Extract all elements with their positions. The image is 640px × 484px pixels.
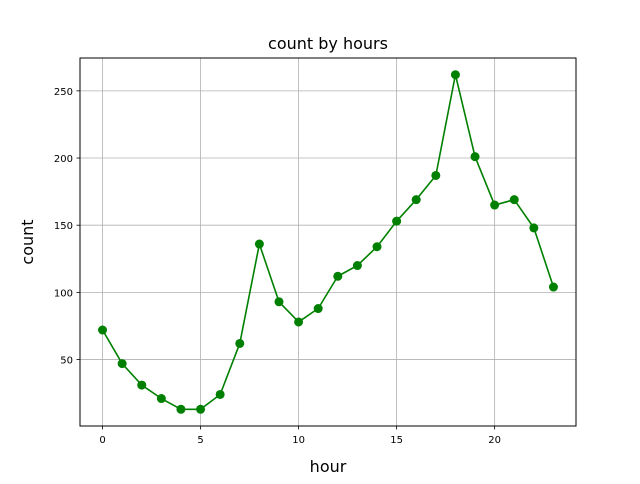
- x-tick-label: 15: [390, 435, 403, 446]
- data-point: [98, 325, 108, 335]
- x-tick-label: 0: [99, 435, 105, 446]
- data-point: [215, 389, 225, 399]
- data-point: [372, 242, 382, 252]
- data-point: [137, 380, 147, 390]
- tick-layer: 0 5 10 15 20 50 100 150 200 250: [54, 87, 501, 446]
- data-point: [509, 195, 519, 205]
- data-point: [274, 297, 284, 307]
- y-tick-label: 200: [54, 154, 73, 165]
- data-point: [313, 304, 323, 314]
- x-tick-label: 5: [197, 435, 203, 446]
- x-tick-label: 10: [292, 435, 305, 446]
- x-tick-label: 20: [488, 435, 501, 446]
- data-point: [548, 282, 558, 292]
- data-point: [117, 359, 127, 369]
- data-point: [156, 394, 166, 404]
- series-layer: [98, 70, 558, 414]
- data-point: [294, 317, 304, 327]
- grid-layer: [80, 58, 576, 426]
- data-point: [411, 195, 421, 205]
- plot-frame: [79, 57, 577, 427]
- data-point: [490, 200, 500, 210]
- data-point: [450, 70, 460, 80]
- data-point: [352, 261, 362, 271]
- y-tick-label: 250: [54, 87, 73, 98]
- series-line: [101, 73, 555, 411]
- data-point: [529, 223, 539, 233]
- data-point: [333, 271, 343, 281]
- y-tick-label: 50: [60, 356, 73, 367]
- data-point: [235, 338, 245, 348]
- data-point: [431, 170, 441, 180]
- data-point: [176, 404, 186, 414]
- data-point: [392, 216, 402, 226]
- y-axis-label: count: [18, 219, 37, 264]
- x-axis-label: hour: [310, 457, 347, 476]
- data-point: [470, 152, 480, 162]
- data-point: [254, 239, 264, 249]
- y-tick-label: 100: [54, 288, 73, 299]
- chart-title: count by hours: [268, 34, 388, 53]
- data-point: [196, 404, 206, 414]
- y-tick-label: 150: [54, 221, 73, 232]
